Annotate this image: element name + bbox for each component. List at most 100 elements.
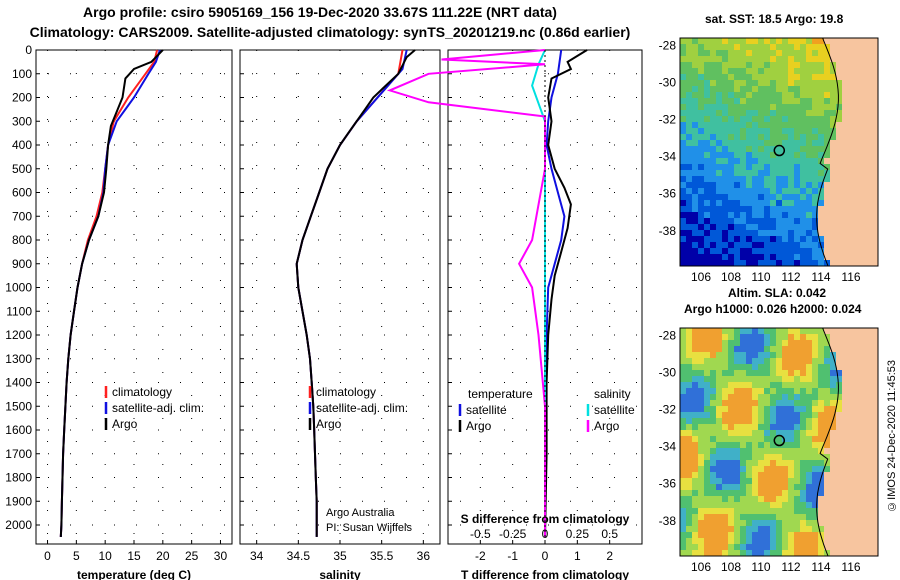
temperature-grid-dot xyxy=(158,192,159,193)
difference-grid-dot xyxy=(504,382,505,383)
difference-grid-dot xyxy=(548,73,549,75)
difference-grid-dot xyxy=(460,239,461,241)
difference-grid-dot xyxy=(636,120,637,122)
salinity-grid-dot xyxy=(274,429,275,431)
depth-tick-label: 1200 xyxy=(5,328,32,342)
temperature-grid-dot xyxy=(114,382,115,383)
salinity-grid-dot xyxy=(296,310,297,312)
difference-grid-dot xyxy=(526,120,527,122)
temperature-grid-dot xyxy=(114,358,115,360)
difference-grid-dot xyxy=(592,405,593,407)
temperature-grid-dot xyxy=(180,168,181,170)
difference-grid-dot xyxy=(592,263,593,265)
salinity-grid-dot xyxy=(252,239,253,241)
salinity-grid-dot xyxy=(362,382,363,383)
difference-grid-dot xyxy=(548,310,549,312)
difference-grid-dot xyxy=(614,287,615,288)
difference-grid-dot xyxy=(636,310,637,312)
sla-lat-label: -34 xyxy=(659,440,677,454)
temperature-grid-dot xyxy=(136,310,137,312)
temperature-grid-dot xyxy=(114,405,115,407)
temperature-grid-dot xyxy=(92,215,93,217)
temperature-grid-dot xyxy=(136,287,137,288)
salinity-grid-dot xyxy=(296,49,297,51)
diff-s-tick-label: -0.5 xyxy=(470,527,491,541)
depth-tick-label: 300 xyxy=(12,114,32,128)
temperature-grid-dot xyxy=(158,310,159,312)
difference-grid-dot xyxy=(548,215,549,217)
salinity-grid-dot xyxy=(318,453,319,455)
temperature-grid-dot xyxy=(114,97,115,98)
temperature-grid-dot xyxy=(92,144,93,146)
temperature-grid-dot xyxy=(114,287,115,288)
temperature-grid-dot xyxy=(180,382,181,383)
salinity-grid-dot xyxy=(362,192,363,193)
difference-grid-dot xyxy=(526,239,527,241)
depth-tick-label: 700 xyxy=(12,209,32,223)
difference-grid-dot xyxy=(636,287,637,288)
difference-grid-dot xyxy=(504,334,505,336)
temperature-grid-dot xyxy=(48,287,49,288)
salinity-grid-dot xyxy=(274,382,275,383)
temperature-grid-dot xyxy=(70,453,71,455)
sla-lat-label: -38 xyxy=(659,514,677,528)
difference-grid-dot xyxy=(570,263,571,265)
salinity-grid-dot xyxy=(384,215,385,217)
difference-grid-dot xyxy=(504,120,505,122)
salinity-legend-label: climatology xyxy=(316,385,376,399)
difference-grid-dot xyxy=(570,500,571,502)
temperature-grid-dot xyxy=(114,500,115,502)
temperature-grid-dot xyxy=(48,453,49,455)
sst-lat-label: -38 xyxy=(659,224,677,238)
salinity-grid-dot xyxy=(406,120,407,122)
difference-grid-dot xyxy=(636,97,637,98)
temperature-grid-dot xyxy=(114,263,115,265)
salinity-grid-dot xyxy=(296,524,297,526)
difference-grid-dot xyxy=(504,144,505,146)
difference-grid-dot xyxy=(504,358,505,360)
depth-tick-label: 500 xyxy=(12,162,32,176)
salinity-grid-dot xyxy=(340,263,341,265)
salinity-grid-dot xyxy=(274,215,275,217)
sla-coastline xyxy=(816,327,839,557)
difference-grid-dot xyxy=(592,239,593,241)
temperature-grid-dot xyxy=(70,287,71,288)
temperature-grid-dot xyxy=(114,144,115,146)
temperature-frame xyxy=(35,49,233,545)
temperature-grid-dot xyxy=(70,73,71,75)
temperature-grid-dot xyxy=(158,73,159,75)
salinity-grid-dot xyxy=(274,358,275,360)
salinity-grid-dot xyxy=(296,120,297,122)
salinity-grid-dot xyxy=(406,500,407,502)
difference-grid-dot xyxy=(614,453,615,455)
salinity-grid-dot xyxy=(362,120,363,122)
temperature-xtick-label: 10 xyxy=(98,549,112,563)
sst-coastline xyxy=(816,37,839,267)
salinity-grid-dot xyxy=(384,120,385,122)
temperature-grid-dot xyxy=(202,287,203,288)
salinity-grid-dot xyxy=(384,453,385,455)
difference-grid-dot xyxy=(592,429,593,431)
temperature-grid-dot xyxy=(202,358,203,360)
difference-grid-dot xyxy=(592,382,593,383)
salinity-legend-label: satellite-adj. clim. xyxy=(316,401,408,415)
temperature-grid-dot xyxy=(92,453,93,455)
salinity-grid-dot xyxy=(274,524,275,526)
temperature-grid-dot xyxy=(48,358,49,360)
salinity-grid-dot xyxy=(252,287,253,288)
salinity-grid-dot xyxy=(340,358,341,360)
difference-grid-dot xyxy=(570,453,571,455)
salinity-grid-dot xyxy=(406,239,407,241)
salinity-grid-dot xyxy=(318,500,319,502)
difference-grid-dot xyxy=(482,215,483,217)
temperature-grid-dot xyxy=(180,358,181,360)
difference-grid-dot xyxy=(548,405,549,407)
temperature-grid-dot xyxy=(158,524,159,526)
difference-grid-dot xyxy=(614,144,615,146)
temperature-grid-dot xyxy=(92,120,93,122)
sst-lat-label: -28 xyxy=(659,38,677,52)
salinity-grid-dot xyxy=(296,192,297,193)
temperature-grid-dot xyxy=(180,97,181,98)
temperature-grid-dot xyxy=(158,263,159,265)
temperature-grid-dot xyxy=(70,382,71,383)
